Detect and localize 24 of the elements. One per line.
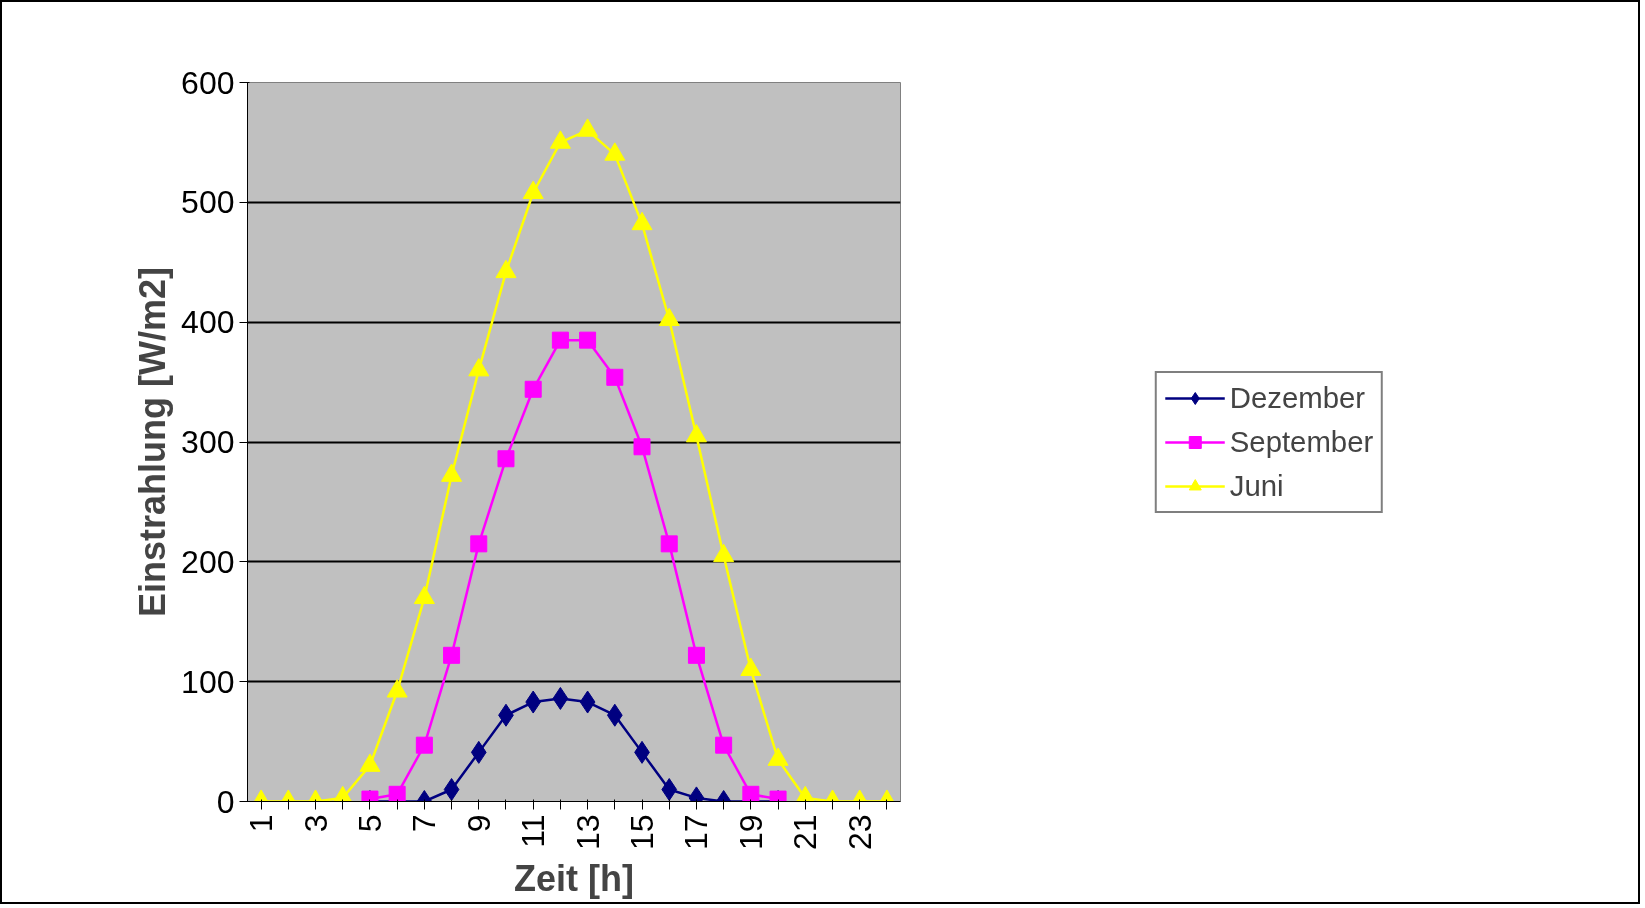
y-tick-label: 500 (181, 184, 235, 221)
y-axis-title: Einstrahlung [W/m2] (132, 267, 174, 617)
y-tick-label: 300 (181, 424, 235, 460)
x-tick-label: 1 (243, 814, 280, 833)
x-tick-label: 13 (569, 814, 606, 851)
x-tick-label: 21 (787, 814, 824, 851)
x-tick-label: 23 (841, 814, 878, 851)
y-tick-label: 600 (181, 64, 235, 101)
legend-label: Juni (1229, 468, 1284, 503)
x-tick-label: 5 (351, 814, 388, 833)
y-tick-label: 0 (216, 783, 235, 820)
x-tick-label: 11 (515, 814, 552, 848)
y-tick-label: 100 (181, 663, 235, 700)
y-tick-label: 400 (181, 304, 235, 341)
x-tick-label: 9 (460, 814, 497, 833)
x-tick-label: 3 (297, 814, 334, 833)
legend-label: Dezember (1229, 380, 1366, 415)
x-tick-label: 15 (624, 814, 661, 851)
x-tick-label: 19 (732, 814, 769, 851)
legend-label: September (1229, 424, 1374, 459)
x-axis-title: Zeit [h] (514, 858, 634, 900)
x-tick-label: 7 (406, 814, 443, 833)
y-tick-label: 200 (181, 543, 235, 580)
x-tick-label: 17 (678, 814, 715, 851)
